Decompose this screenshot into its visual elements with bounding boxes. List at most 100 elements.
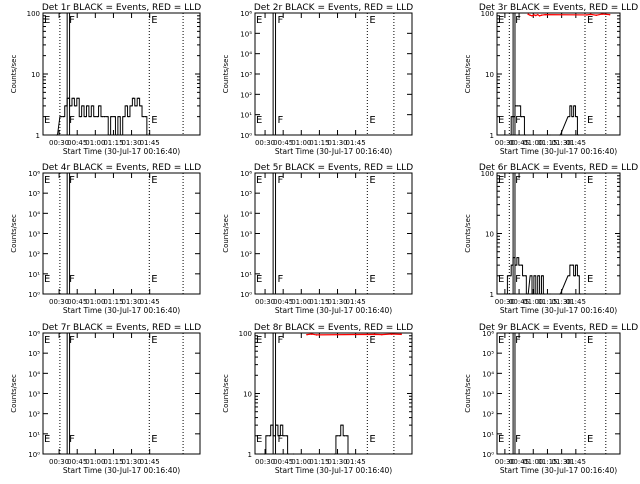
events-point [522, 275, 525, 277]
x-tick-label: 01:00 [291, 298, 311, 306]
y-tick-label: 10³ [28, 391, 40, 399]
events-point [549, 293, 551, 295]
y-tick-label: 10⁰ [28, 291, 40, 299]
x-tick-label: 01:45 [346, 458, 366, 466]
events-point [538, 275, 540, 277]
events-point [558, 293, 561, 295]
marker-label-E: E [44, 274, 50, 285]
events-point [268, 435, 271, 437]
x-tick-label: 00:45 [509, 458, 529, 466]
lld-point [533, 14, 535, 16]
marker-label-E: E [498, 274, 504, 285]
y-axis-label: Counts/sec [222, 374, 230, 413]
lld-point [586, 14, 588, 16]
events-point [276, 424, 278, 426]
events-point [140, 105, 142, 107]
marker-label-E: E [256, 335, 262, 346]
lld-point [373, 333, 376, 336]
events-point [513, 256, 515, 259]
x-axis-label: Start Time (30-Jul-17 00:16:40) [275, 306, 392, 315]
lld-point [315, 334, 318, 336]
events-point [572, 116, 574, 118]
panel-title: Det 7r BLACK = Events, RED = LLD [42, 323, 201, 333]
events-point [549, 134, 551, 136]
marker-label-F: F [515, 434, 521, 445]
events-point [568, 116, 570, 118]
events-point [338, 435, 341, 437]
x-tick-label: 01:45 [140, 139, 160, 147]
events-point [519, 105, 521, 107]
events-point [534, 275, 536, 277]
y-axis-label: Counts/sec [10, 55, 18, 94]
x-tick-label: 00:45 [509, 298, 529, 306]
events-point [507, 275, 509, 277]
events-point [346, 435, 348, 437]
panel-det-1r: Det 1r BLACK = Events, RED = LLD Counts/s… [10, 3, 201, 156]
y-axis-label: Counts/sec [464, 374, 472, 413]
y-tick-label: 10⁰ [28, 451, 40, 459]
events-point [577, 134, 579, 136]
events-point [103, 116, 106, 118]
lld-point [381, 333, 383, 336]
x-tick-label: 01:30 [121, 139, 141, 147]
x-tick-label: 01:00 [523, 458, 543, 466]
y-axis-label: Counts/sec [464, 55, 472, 94]
y-tick-label: 10³ [482, 391, 494, 399]
events-point [577, 275, 579, 277]
marker-label-E: E [369, 434, 375, 445]
x-tick-label: 00:45 [67, 139, 87, 147]
x-tick-label: 01:00 [291, 139, 311, 147]
x-tick-label: 00:30 [495, 298, 515, 306]
x-tick-label: 00:45 [67, 458, 87, 466]
panel-det-2r: Det 2r BLACK = Events, RED = LLD Counts/s… [222, 3, 413, 156]
lld-point [538, 14, 541, 17]
marker-label-E: E [587, 434, 593, 445]
events-point [147, 134, 149, 136]
y-tick-label: 10¹ [240, 112, 252, 120]
marker-label-F: F [69, 175, 75, 186]
events-point [67, 97, 69, 99]
x-tick-label: 01:45 [140, 298, 160, 306]
x-tick-label: 01:00 [85, 139, 105, 147]
y-tick-label: 10² [28, 251, 40, 259]
events-point [84, 116, 86, 118]
lld-point [544, 13, 547, 16]
marker-label-E: E [498, 335, 504, 346]
y-tick-label: 10⁶ [240, 170, 252, 178]
lld-point [531, 14, 533, 17]
events-point [91, 105, 94, 107]
y-axis-label: Counts/sec [10, 374, 18, 413]
events-point [524, 134, 526, 136]
panel-title: Det 3r BLACK = Events, RED = LLD [479, 3, 638, 13]
x-tick-label: 01:15 [537, 458, 557, 466]
y-tick-label: 10² [240, 251, 252, 259]
x-tick-label: 01:30 [327, 298, 347, 306]
events-point [573, 275, 576, 277]
marker-label-E: E [44, 15, 50, 26]
x-axis-label: Start Time (30-Jul-17 00:16:40) [500, 306, 617, 315]
marker-label-E: E [151, 115, 157, 126]
x-axis-label: Start Time (30-Jul-17 00:16:40) [275, 466, 392, 475]
events-point [96, 116, 98, 118]
events-point [99, 105, 101, 107]
lld-point [601, 13, 603, 15]
x-tick-label: 00:30 [495, 139, 515, 147]
plot-frame [42, 12, 201, 136]
marker-label-E: E [369, 274, 375, 285]
events-point [116, 134, 118, 136]
marker-label-E: E [369, 115, 375, 126]
y-tick-label: 100 [239, 330, 252, 338]
marker-label-F: F [278, 115, 284, 126]
y-axis-label: Counts/sec [10, 214, 18, 253]
events-point [334, 453, 336, 455]
marker-label-E: E [256, 15, 262, 26]
lld-point [529, 14, 531, 17]
events-point [283, 435, 285, 437]
events-point [530, 275, 532, 277]
y-tick-label: 100 [481, 10, 494, 18]
y-tick-label: 10⁵ [28, 190, 40, 198]
events-point [517, 256, 519, 259]
events-point [570, 264, 572, 266]
lld-point [534, 14, 537, 17]
